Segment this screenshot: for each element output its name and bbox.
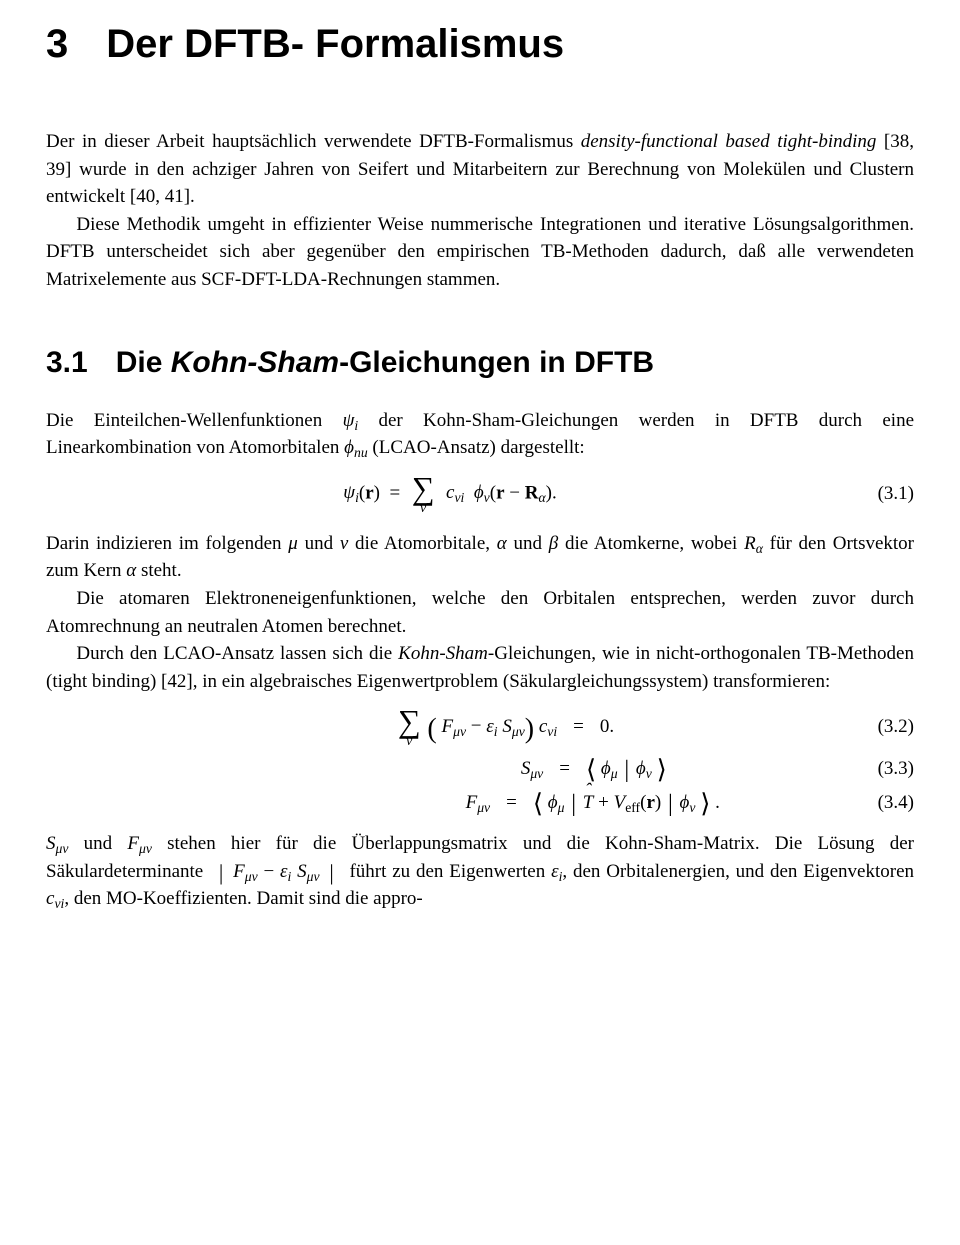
section-title: Die Kohn-Sham-Gleichungen in DFTB (116, 346, 654, 379)
equation-3-1: ψi(r) = ∑ν cνi ϕν(r − Rα). (3.1) (46, 472, 914, 516)
intro-paragraph-2: Diese Methodik umgeht in effizienter Wei… (46, 211, 914, 294)
paragraph-2: Darin indizieren im folgenden μ und ν di… (46, 530, 914, 585)
paragraph-4: Durch den LCAO-Ansatz lassen sich die Ko… (46, 640, 914, 695)
chapter-number: 3 (46, 20, 68, 68)
equation-number: (3.3) (854, 755, 914, 783)
equation-number: (3.4) (854, 789, 914, 817)
paragraph-5: Sμν und Fμν stehen hier für die Überlapp… (46, 830, 914, 913)
equation-number: (3.1) (854, 480, 914, 508)
intro-paragraph-1: Der in dieser Arbeit hauptsächlich verwe… (46, 128, 914, 211)
equation-block-3-2-to-3-4: ∑ν ( Fμν − εi Sμν) cνi = 0. (3.2) Sμν = … (46, 705, 914, 816)
chapter-heading: 3 Der DFTB- Formalismus (46, 20, 914, 68)
chapter-title: Der DFTB- Formalismus (106, 22, 564, 66)
section-number: 3.1 (46, 341, 88, 385)
equation-number: (3.2) (854, 713, 914, 741)
paragraph-3: Die atomaren Elektroneneigenfunktionen, … (46, 585, 914, 640)
paragraph-1: Die Einteilchen-Wellenfunktionen ψi der … (46, 407, 914, 462)
section-heading: 3.1 Die Kohn-Sham-Gleichungen in DFTB (46, 341, 914, 385)
